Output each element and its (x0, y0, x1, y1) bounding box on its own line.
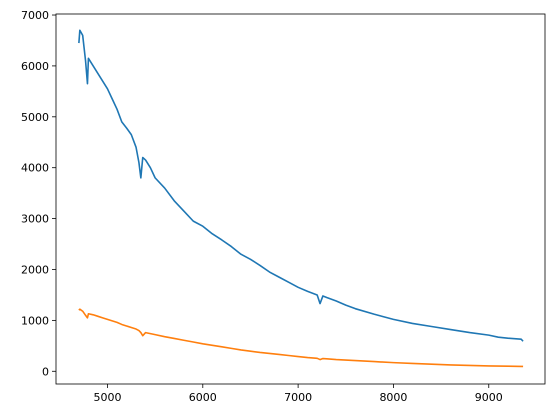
y-tick-label: 3000 (21, 213, 49, 226)
y-tick-label: 1000 (21, 314, 49, 327)
series-line (78, 308, 524, 368)
series-line (78, 29, 524, 342)
x-tick-label: 8000 (379, 391, 407, 404)
x-tick-label: 9000 (475, 391, 503, 404)
x-tick-label: 7000 (284, 391, 312, 404)
y-tick-label: 2000 (21, 263, 49, 276)
x-tick-label: 5000 (93, 391, 121, 404)
axes-frame (55, 13, 546, 385)
x-tick-label: 6000 (189, 391, 217, 404)
y-tick-label: 7000 (21, 9, 49, 22)
y-tick-label: 6000 (21, 60, 49, 73)
y-tick-label: 5000 (21, 111, 49, 124)
y-tick-label: 4000 (21, 162, 49, 175)
y-tick-label: 0 (42, 365, 49, 378)
